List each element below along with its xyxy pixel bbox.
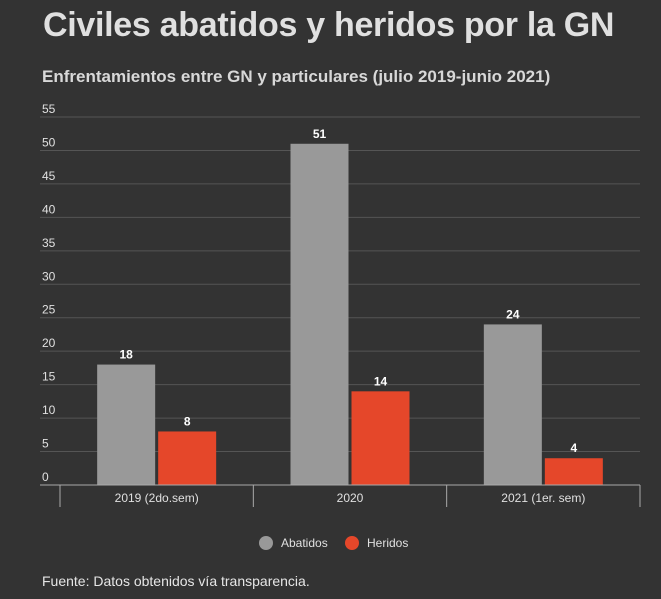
chart-subtitle: Enfrentamientos entre GN y particulares … xyxy=(42,67,551,86)
y-tick-label: 55 xyxy=(42,102,56,116)
source-note: Fuente: Datos obtenidos vía transparenci… xyxy=(42,573,310,589)
data-label: 4 xyxy=(570,441,577,455)
legend-swatch-abatidos xyxy=(259,536,273,550)
legend-swatch-heridos xyxy=(345,536,359,550)
x-tick-label: 2019 (2do.sem) xyxy=(115,491,199,505)
y-tick-label: 35 xyxy=(42,236,56,250)
bar-abatidos xyxy=(483,324,542,485)
y-tick-label: 30 xyxy=(42,269,56,283)
chart-title: Civiles abatidos y heridos por la GN xyxy=(43,6,615,44)
y-tick-label: 45 xyxy=(42,169,56,183)
x-axis: 2019 (2do.sem) 2020 2021 (1er. sem) xyxy=(40,484,641,507)
legend-label: Abatidos xyxy=(281,536,328,550)
bar-abatidos xyxy=(290,143,349,485)
x-tick-label: 2021 (1er. sem) xyxy=(501,491,585,505)
data-labels: 18 51 24 8 14 4 xyxy=(119,127,577,455)
data-label: 24 xyxy=(506,307,520,321)
legend: Abatidos Heridos xyxy=(259,536,408,550)
bar-chart: 0 5 10 15 20 25 30 35 40 45 50 55 18 51 24 8 14 4 2019 (… xyxy=(40,102,641,550)
y-axis-ticks: 0 5 10 15 20 25 30 35 40 45 50 55 xyxy=(42,102,56,484)
y-tick-label: 15 xyxy=(42,370,56,384)
y-tick-label: 5 xyxy=(42,437,49,451)
y-tick-label: 40 xyxy=(42,202,56,216)
bars xyxy=(97,143,603,485)
data-label: 8 xyxy=(184,414,191,428)
legend-label: Heridos xyxy=(367,536,408,550)
y-tick-label: 0 xyxy=(42,470,49,484)
data-label: 14 xyxy=(374,374,388,388)
y-tick-label: 50 xyxy=(42,135,56,149)
data-label: 18 xyxy=(119,348,133,362)
bar-heridos xyxy=(544,458,603,485)
y-tick-label: 10 xyxy=(42,403,56,417)
y-tick-label: 25 xyxy=(42,303,56,317)
data-label: 51 xyxy=(313,127,327,141)
bar-heridos xyxy=(351,391,410,485)
y-tick-label: 20 xyxy=(42,336,56,350)
bar-abatidos xyxy=(97,364,156,485)
x-tick-label: 2020 xyxy=(337,491,364,505)
bar-heridos xyxy=(158,431,217,485)
